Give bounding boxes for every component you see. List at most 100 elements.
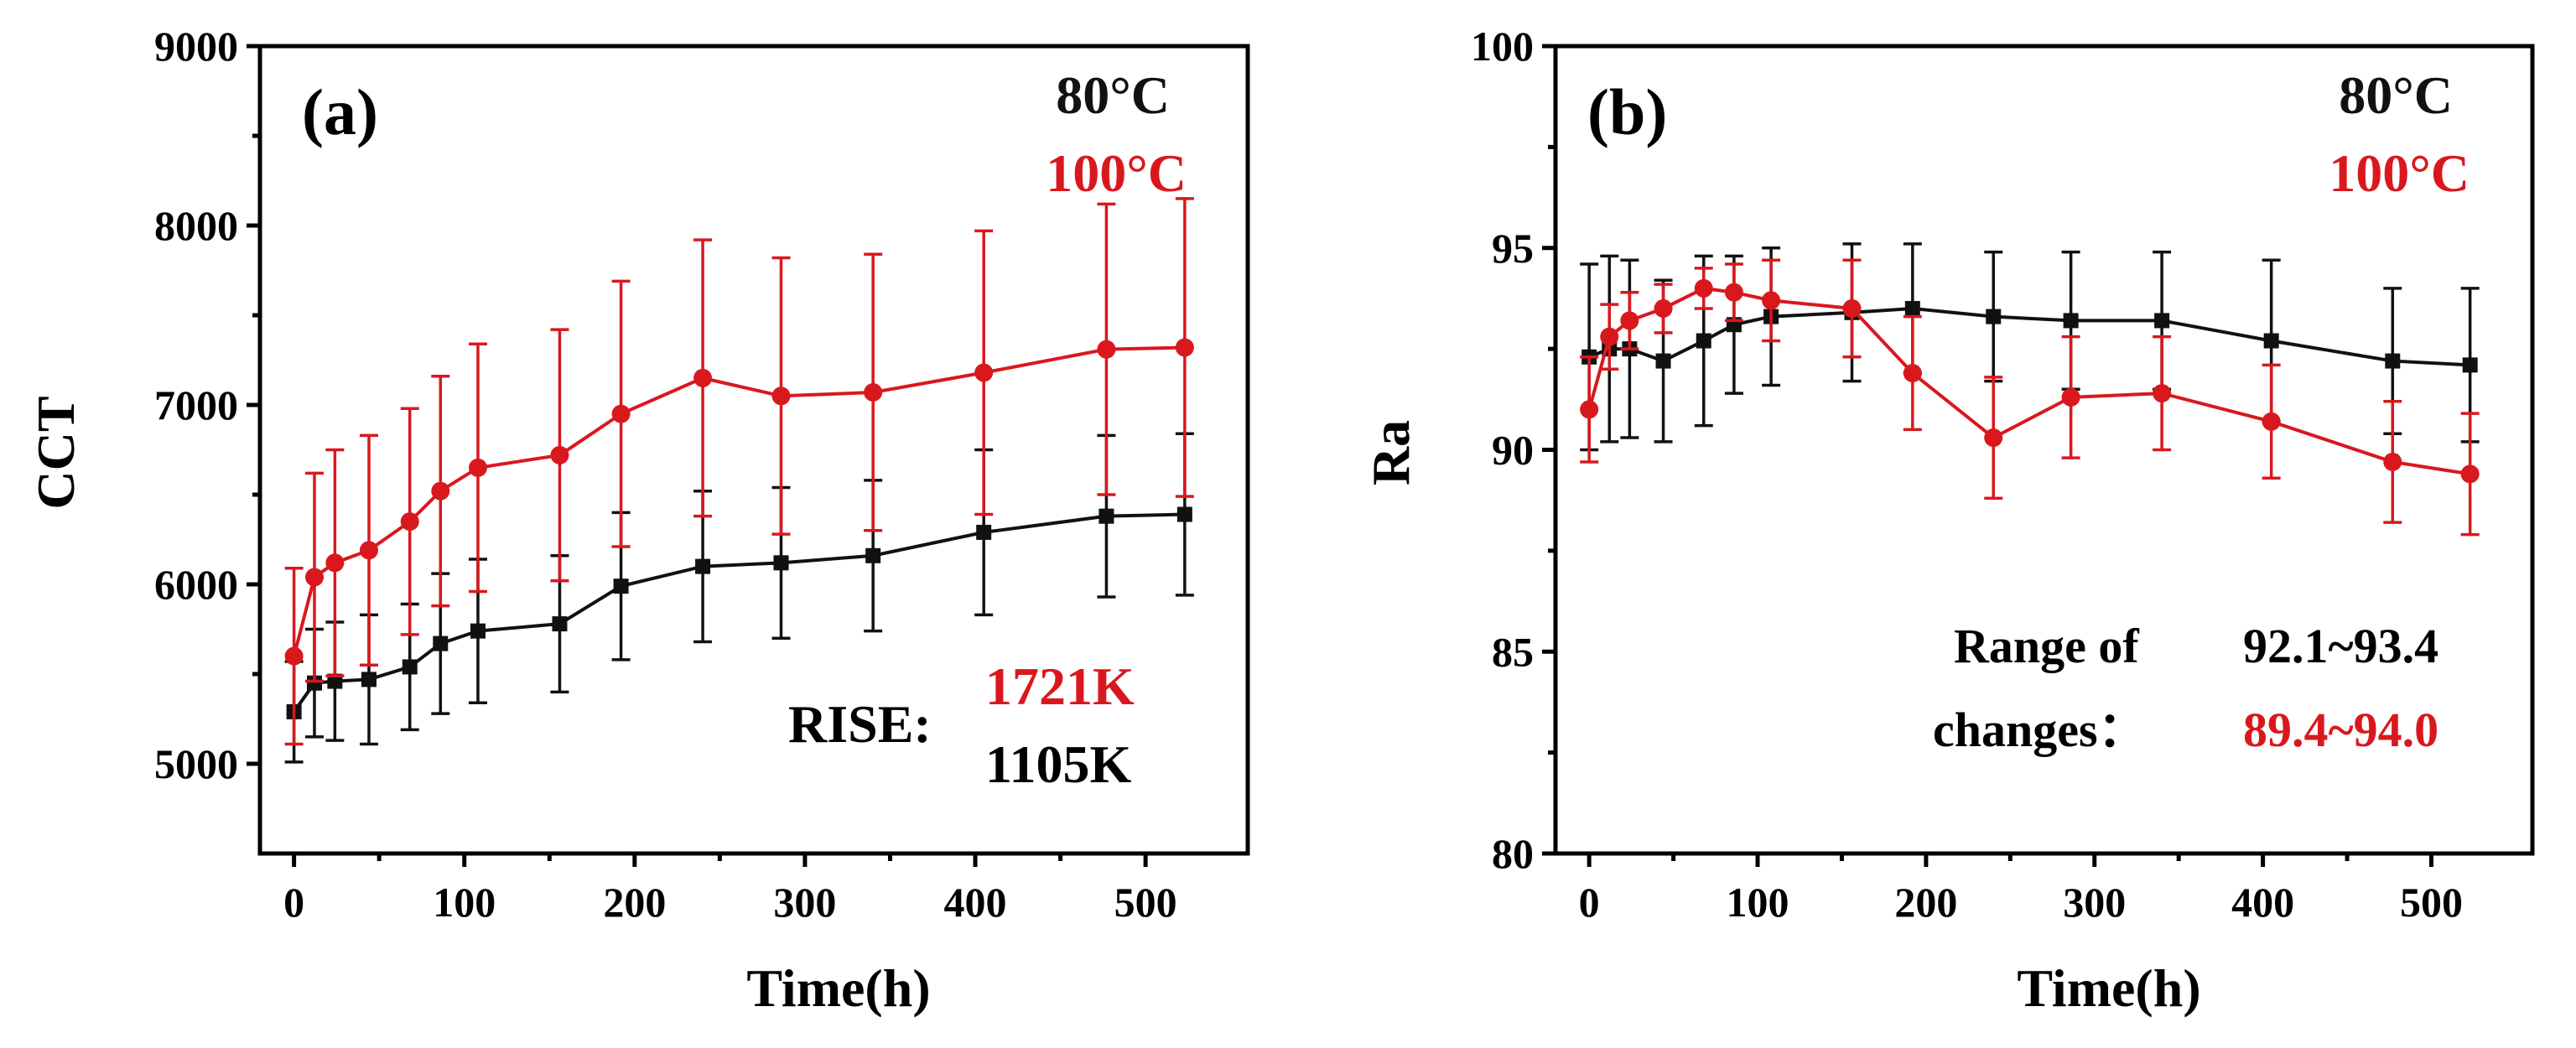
- cct-series-100c-point: [359, 541, 378, 560]
- cct-series-80c-point: [1176, 506, 1192, 522]
- ra-series-80c-point: [2154, 313, 2170, 329]
- cct-axis-frame: [257, 44, 1250, 856]
- ra-series-80c-point: [2063, 313, 2079, 329]
- cct-series-100c-point: [304, 568, 324, 587]
- panel-b-range-100: 89.4~94.0: [2243, 703, 2438, 757]
- ra-xtick-label: 400: [2231, 879, 2294, 926]
- ra-series-80c-point: [1696, 333, 1711, 349]
- cct-series-80c-point: [773, 555, 789, 571]
- panel-b-ra: 80 85 90 95 100 0 100 200 300 400 500 (b) 80°C 100…: [1361, 23, 2535, 1018]
- ra-series-100c-point: [1580, 400, 1599, 419]
- ra-series-80c-point: [2462, 357, 2478, 373]
- cct-series-80c-point: [865, 547, 881, 563]
- cct-series-100c-point: [1175, 338, 1194, 357]
- ra-series-100c-point: [1984, 428, 2003, 448]
- cct-series-100c-line: [292, 345, 1185, 657]
- ra-series-100c-point: [1654, 298, 1673, 318]
- ra-xtick-label: 500: [2400, 879, 2463, 926]
- panel-b-plot-layer: 80 85 90 95 100 0 100 200 300 400 500: [1471, 23, 2535, 926]
- cct-series-100c-point: [431, 481, 450, 501]
- panel-a-legend-100: 100°C: [1046, 143, 1187, 203]
- cct-series-100c-point: [400, 512, 419, 532]
- ra-series-80c-point: [2385, 353, 2401, 369]
- panel-a-rise-80: 1105K: [985, 734, 1131, 794]
- cct-series-80c-point: [613, 578, 629, 594]
- cct-series-80c-point: [695, 558, 711, 574]
- cct-series-80c-point: [1098, 508, 1114, 524]
- cct-series-80c-point: [470, 623, 486, 639]
- ra-series-100c-point: [1724, 283, 1743, 302]
- ra-ytick-label: 80: [1492, 830, 1534, 877]
- ra-ytick-label: 85: [1492, 628, 1534, 675]
- ra-ytick-label: 100: [1471, 23, 1534, 70]
- cct-xtick-label: 200: [603, 879, 666, 926]
- panel-b-ylabel: Ra: [1361, 420, 1420, 485]
- panel-b-label: (b): [1587, 75, 1667, 148]
- cct-xtick-label: 0: [283, 879, 304, 926]
- ra-series-100c-point: [2383, 452, 2402, 471]
- panel-b-legend-80: 80°C: [2339, 65, 2453, 125]
- ra-series-100c-point: [1600, 327, 1619, 346]
- cct-ytick-label: 8000: [154, 202, 238, 249]
- panel-a-cct: 5000 6000 7000 8000 9000 0 100 200 300 400 500 (a)…: [26, 23, 1250, 1018]
- panel-b-xlabel: Time(h): [2017, 958, 2200, 1018]
- cct-xtick-label: 300: [773, 879, 836, 926]
- panel-a-rise-label: RISE:: [788, 694, 932, 754]
- cct-ytick-label: 9000: [154, 23, 238, 70]
- panel-a-label: (a): [302, 75, 378, 148]
- cct-series-80c-point: [327, 673, 343, 689]
- ra-series-80c-point: [1986, 309, 2002, 324]
- cct-series-100c-point: [468, 458, 487, 477]
- cct-series-80c-point: [361, 672, 377, 687]
- ra-xtick-label: 300: [2063, 879, 2126, 926]
- cct-series-100c-point: [771, 387, 791, 406]
- ra-series-100c-point: [2460, 464, 2480, 484]
- cct-series-80c-point: [552, 616, 568, 632]
- cct-series-100c-point: [611, 404, 631, 423]
- ra-series-100c-point: [1620, 311, 1639, 330]
- ra-series-80c-line: [1588, 306, 2470, 367]
- cct-series-80c-point: [433, 636, 449, 651]
- cct-series-100c-point: [325, 553, 345, 573]
- panel-a-ylabel: CCT: [26, 396, 86, 509]
- cct-series-100c-point: [284, 646, 304, 666]
- cct-series-100c-point: [974, 363, 994, 382]
- ra-series-80c-point: [1904, 300, 1920, 316]
- cct-series-100c-point: [550, 445, 569, 464]
- ra-xtick-label: 200: [1894, 879, 1957, 926]
- cct-xtick-label: 400: [944, 879, 1007, 926]
- ra-ytick-label: 90: [1492, 427, 1534, 474]
- ra-series-100c-point: [2153, 384, 2172, 403]
- ra-series-80c-point: [2263, 333, 2279, 349]
- panel-b-range-80: 92.1~93.4: [2243, 619, 2438, 673]
- ra-series-80c-point: [1655, 353, 1671, 369]
- ra-series-100c-point: [1762, 291, 1781, 310]
- ra-series-100c-point: [1903, 364, 1922, 383]
- panel-b-range-label-1: Range of: [1954, 619, 2139, 673]
- ra-series-100c-point: [1842, 298, 1862, 318]
- ra-series-100c: [1580, 258, 2480, 537]
- panel-a-xlabel: Time(h): [746, 958, 930, 1018]
- panel-b-range-label-2: changes：: [1933, 703, 2147, 757]
- cct-series-80c-point: [402, 659, 418, 675]
- ra-series-100c-line: [1587, 286, 2470, 476]
- panel-a-plot-layer: 5000 6000 7000 8000 9000 0 100 200 300 400 500: [154, 23, 1250, 926]
- cct-series-100c: [284, 197, 1194, 746]
- cct-ytick-label: 6000: [154, 561, 238, 608]
- ra-series-100c-point: [2262, 412, 2281, 431]
- cct-series-80c-point: [976, 524, 992, 540]
- ra-series-100c-point: [2061, 387, 2080, 407]
- cct-series-100c-point: [693, 368, 713, 387]
- panel-a-rise-100: 1721K: [985, 656, 1135, 716]
- cct-series-100c-point: [1097, 340, 1116, 359]
- panel-a-legend-80: 80°C: [1056, 65, 1170, 125]
- panel-b-legend-100: 100°C: [2329, 143, 2470, 203]
- ra-xtick-label: 0: [1579, 879, 1600, 926]
- ra-xtick-label: 100: [1727, 879, 1789, 926]
- ra-ytick-label: 95: [1492, 225, 1534, 272]
- cct-xtick-label: 100: [433, 879, 496, 926]
- cct-ytick-label: 7000: [154, 381, 238, 428]
- cct-series-80c-point: [306, 675, 322, 691]
- cct-series-100c-point: [864, 383, 883, 402]
